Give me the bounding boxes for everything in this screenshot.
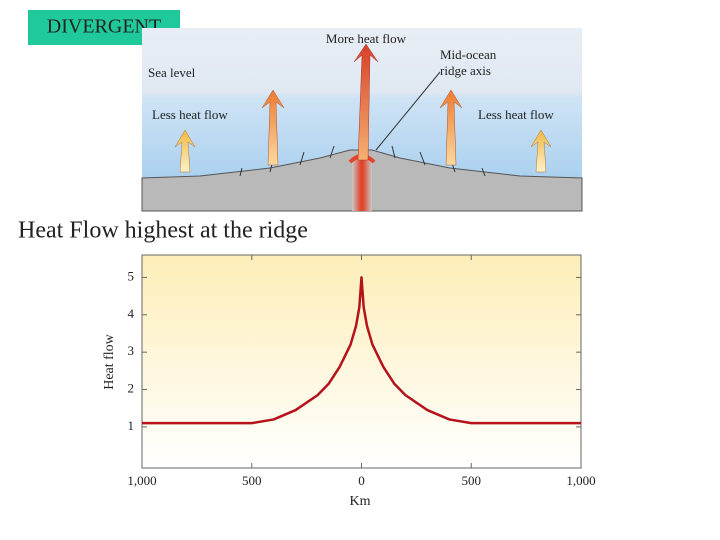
y-tick-label: 3 <box>128 343 135 358</box>
y-tick-label: 2 <box>128 381 135 396</box>
arrow-far-left <box>174 129 196 173</box>
y-tick-label: 4 <box>128 306 135 321</box>
badge-label: DIVERGENT <box>47 16 161 38</box>
diagram-label: Less heat flow <box>478 107 554 122</box>
arrow-far-right <box>530 129 552 173</box>
y-tick-label: 5 <box>128 268 135 283</box>
x-tick-label: 1,000 <box>127 473 156 488</box>
diagram-label: Sea level <box>148 65 196 80</box>
x-axis-label: Km <box>350 494 371 509</box>
pointer <box>375 71 441 151</box>
arrow-center <box>353 43 379 161</box>
diagram-label: More heat flow <box>326 31 407 46</box>
arrow-right <box>439 89 463 166</box>
faults <box>239 145 486 177</box>
x-tick-label: 500 <box>462 473 482 488</box>
x-tick-label: 500 <box>242 473 262 488</box>
y-tick-label: 1 <box>128 418 135 433</box>
x-tick-label: 1,000 <box>566 473 595 488</box>
y-axis-label: Heat flow <box>102 333 117 389</box>
arrow-left <box>261 89 285 166</box>
magma <box>352 158 372 211</box>
x-tick-label: 0 <box>358 473 365 488</box>
heading: Heat Flow highest at the ridge <box>18 218 308 244</box>
diagram-label: Mid-ocean <box>440 47 497 62</box>
heat-flow-line <box>142 276 581 425</box>
ridge-diagram: More heat flow Mid-ocean ridge axis Sea … <box>141 28 583 212</box>
diagram-label: ridge axis <box>440 63 491 78</box>
diagram-label: Less heat flow <box>152 107 228 122</box>
